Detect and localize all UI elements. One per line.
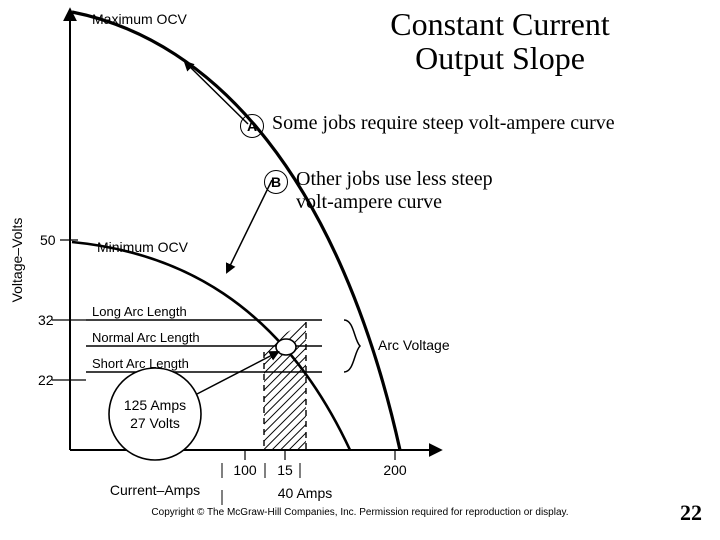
label-arc-voltage: Arc Voltage: [378, 337, 450, 353]
label-normal-arc: Normal Arc Length: [92, 330, 200, 345]
x-ticks: 100 15 200 40 Amps: [222, 450, 407, 505]
bullet-callout-arrows: [185, 62, 272, 272]
ytick-22: 22: [38, 372, 54, 388]
arc-voltage: Arc Voltage: [344, 320, 450, 372]
xtick-200: 200: [383, 462, 407, 478]
copyright: Copyright © The McGraw-Hill Companies, I…: [0, 507, 720, 518]
page-number: 22: [680, 500, 702, 526]
label-long-arc: Long Arc Length: [92, 304, 187, 319]
callout-line1: 125 Amps: [124, 397, 186, 413]
xtick-100: 100: [233, 462, 257, 478]
callout-line2: 27 Volts: [130, 415, 180, 431]
ytick-32: 32: [38, 312, 54, 328]
y-axis-label: Voltage–Volts: [9, 218, 25, 303]
label-min-ocv: Minimum OCV: [97, 239, 189, 255]
ocv-labels: Maximum OCV Minimum OCV: [92, 11, 189, 255]
page: Constant Current Output Slope A Some job…: [0, 0, 720, 540]
ytick-50: 50: [40, 232, 56, 248]
label-short-arc: Short Arc Length: [92, 356, 189, 371]
y-ticks: 22 32 50: [38, 232, 86, 388]
xtick-15: 15: [277, 462, 293, 478]
x-axis-label: Current–Amps: [110, 482, 200, 498]
label-max-ocv: Maximum OCV: [92, 11, 188, 27]
diagram: Voltage–Volts Current–Amps 22 32 50 100 …: [0, 0, 720, 540]
x-sublabel-40amps: 40 Amps: [278, 485, 332, 501]
